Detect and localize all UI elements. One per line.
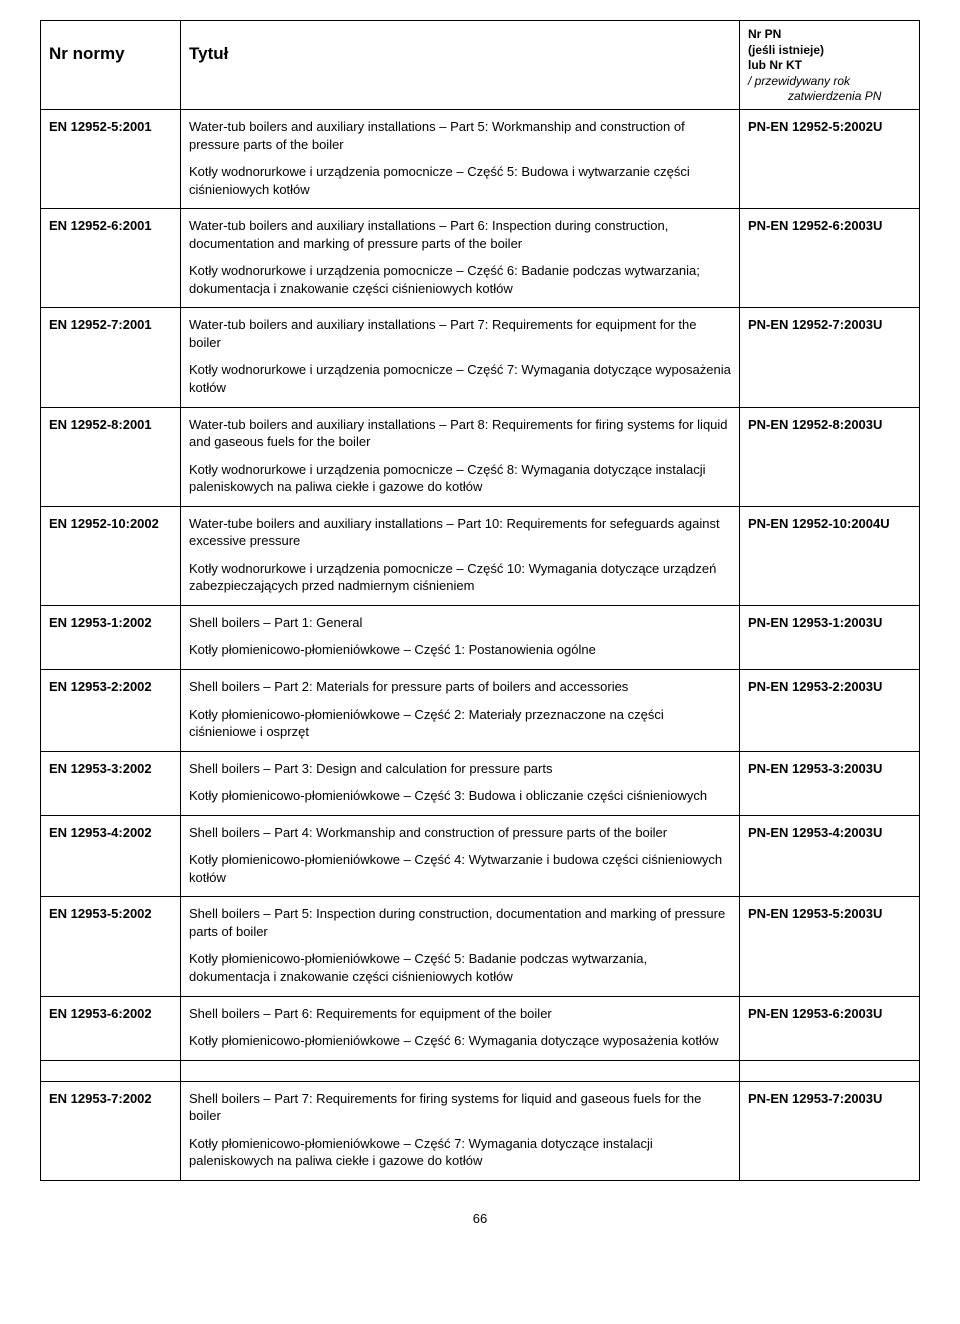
title-en: Water-tub boilers and auxiliary installa…: [181, 407, 740, 455]
table-row: EN 12953-1:2002 Shell boilers – Part 1: …: [41, 605, 920, 635]
standard-code: EN 12952-5:2001: [41, 109, 181, 157]
title-pl: Kotły płomienicowo-płomieniówkowe – Częś…: [181, 845, 740, 897]
title-pl: Kotły płomienicowo-płomieniówkowe – Częś…: [181, 700, 740, 752]
title-pl: Kotły wodnorurkowe i urządzenia pomocnic…: [181, 256, 740, 308]
standard-code: EN 12953-2:2002: [41, 670, 181, 700]
table-header-row: Nr normy Tytuł Nr PN (jeśli istnieje) lu…: [41, 21, 920, 110]
title-pl: Kotły płomienicowo-płomieniówkowe – Częś…: [181, 944, 740, 996]
table-row: Kotły płomienicowo-płomieniówkowe – Częś…: [41, 845, 920, 897]
table-row: EN 12953-4:2002 Shell boilers – Part 4: …: [41, 815, 920, 845]
table-row: EN 12952-5:2001 Water-tub boilers and au…: [41, 109, 920, 157]
pn-code: PN-EN 12952-10:2004U: [740, 506, 920, 554]
table-row: EN 12952-6:2001 Water-tub boilers and au…: [41, 209, 920, 257]
title-pl: Kotły płomienicowo-płomieniówkowe – Częś…: [181, 1129, 740, 1181]
header-col2: Tytuł: [181, 21, 740, 110]
title-pl: Kotły wodnorurkowe i urządzenia pomocnic…: [181, 355, 740, 407]
title-en: Shell boilers – Part 3: Design and calcu…: [181, 751, 740, 781]
table-row: Kotły wodnorurkowe i urządzenia pomocnic…: [41, 157, 920, 209]
standard-code: EN 12953-3:2002: [41, 751, 181, 781]
title-en: Water-tub boilers and auxiliary installa…: [181, 308, 740, 356]
header-col3-l2: (jeśli istnieje): [748, 43, 824, 57]
title-en: Water-tube boilers and auxiliary install…: [181, 506, 740, 554]
title-pl: Kotły wodnorurkowe i urządzenia pomocnic…: [181, 157, 740, 209]
pn-code: PN-EN 12952-7:2003U: [740, 308, 920, 356]
standard-code: EN 12953-4:2002: [41, 815, 181, 845]
table-row: Kotły płomienicowo-płomieniówkowe – Częś…: [41, 635, 920, 669]
title-en: Shell boilers – Part 1: General: [181, 605, 740, 635]
header-col3: Nr PN (jeśli istnieje) lub Nr KT / przew…: [740, 21, 920, 110]
pn-code: PN-EN 12952-8:2003U: [740, 407, 920, 455]
table-row: Kotły wodnorurkowe i urządzenia pomocnic…: [41, 355, 920, 407]
table-row: Kotły płomienicowo-płomieniówkowe – Częś…: [41, 1026, 920, 1060]
title-pl: Kotły płomienicowo-płomieniówkowe – Częś…: [181, 781, 740, 815]
title-en: Water-tub boilers and auxiliary installa…: [181, 209, 740, 257]
header-col3-l5: zatwierdzenia PN: [748, 89, 881, 103]
pn-code: PN-EN 12953-4:2003U: [740, 815, 920, 845]
title-pl: Kotły wodnorurkowe i urządzenia pomocnic…: [181, 455, 740, 507]
header-col1: Nr normy: [41, 21, 181, 110]
table-row: Kotły wodnorurkowe i urządzenia pomocnic…: [41, 455, 920, 507]
header-col3-l1: Nr PN: [748, 27, 781, 41]
table-row: EN 12953-6:2002 Shell boilers – Part 6: …: [41, 996, 920, 1026]
table-row: Kotły wodnorurkowe i urządzenia pomocnic…: [41, 256, 920, 308]
table-row: EN 12953-3:2002 Shell boilers – Part 3: …: [41, 751, 920, 781]
title-en: Water-tub boilers and auxiliary installa…: [181, 109, 740, 157]
pn-code: PN-EN 12953-3:2003U: [740, 751, 920, 781]
standard-code: EN 12952-10:2002: [41, 506, 181, 554]
table-row: EN 12952-7:2001 Water-tub boilers and au…: [41, 308, 920, 356]
table-row: Kotły płomienicowo-płomieniówkowe – Częś…: [41, 700, 920, 752]
table-row: EN 12953-7:2002 Shell boilers – Part 7: …: [41, 1081, 920, 1129]
pn-code: PN-EN 12953-2:2003U: [740, 670, 920, 700]
title-pl: Kotły wodnorurkowe i urządzenia pomocnic…: [181, 554, 740, 606]
title-en: Shell boilers – Part 4: Workmanship and …: [181, 815, 740, 845]
title-pl: Kotły płomienicowo-płomieniówkowe – Częś…: [181, 635, 740, 669]
pn-code: PN-EN 12953-1:2003U: [740, 605, 920, 635]
table-gap-row: [41, 1060, 920, 1081]
table-row: Kotły płomienicowo-płomieniówkowe – Częś…: [41, 781, 920, 815]
title-en: Shell boilers – Part 7: Requirements for…: [181, 1081, 740, 1129]
table-row: Kotły płomienicowo-płomieniówkowe – Częś…: [41, 944, 920, 996]
table-row: Kotły płomienicowo-płomieniówkowe – Częś…: [41, 1129, 920, 1181]
title-en: Shell boilers – Part 5: Inspection durin…: [181, 897, 740, 945]
standards-table: Nr normy Tytuł Nr PN (jeśli istnieje) lu…: [40, 20, 920, 1181]
title-en: Shell boilers – Part 2: Materials for pr…: [181, 670, 740, 700]
header-col3-l3: lub Nr KT: [748, 58, 802, 72]
table-row: Kotły wodnorurkowe i urządzenia pomocnic…: [41, 554, 920, 606]
title-pl: Kotły płomienicowo-płomieniówkowe – Częś…: [181, 1026, 740, 1060]
pn-code: PN-EN 12952-5:2002U: [740, 109, 920, 157]
pn-code: PN-EN 12953-6:2003U: [740, 996, 920, 1026]
title-en: Shell boilers – Part 6: Requirements for…: [181, 996, 740, 1026]
standard-code: EN 12953-6:2002: [41, 996, 181, 1026]
header-col3-l4: / przewidywany rok: [748, 74, 850, 88]
standard-code: EN 12953-7:2002: [41, 1081, 181, 1129]
standard-code: EN 12952-8:2001: [41, 407, 181, 455]
table-row: EN 12953-2:2002 Shell boilers – Part 2: …: [41, 670, 920, 700]
standard-code: EN 12953-5:2002: [41, 897, 181, 945]
standard-code: EN 12953-1:2002: [41, 605, 181, 635]
pn-code: PN-EN 12952-6:2003U: [740, 209, 920, 257]
pn-code: PN-EN 12953-7:2003U: [740, 1081, 920, 1129]
pn-code: PN-EN 12953-5:2003U: [740, 897, 920, 945]
table-row: EN 12952-8:2001 Water-tub boilers and au…: [41, 407, 920, 455]
table-row: EN 12953-5:2002 Shell boilers – Part 5: …: [41, 897, 920, 945]
table-row: EN 12952-10:2002 Water-tube boilers and …: [41, 506, 920, 554]
standard-code: EN 12952-6:2001: [41, 209, 181, 257]
page-number: 66: [40, 1211, 920, 1226]
standard-code: EN 12952-7:2001: [41, 308, 181, 356]
